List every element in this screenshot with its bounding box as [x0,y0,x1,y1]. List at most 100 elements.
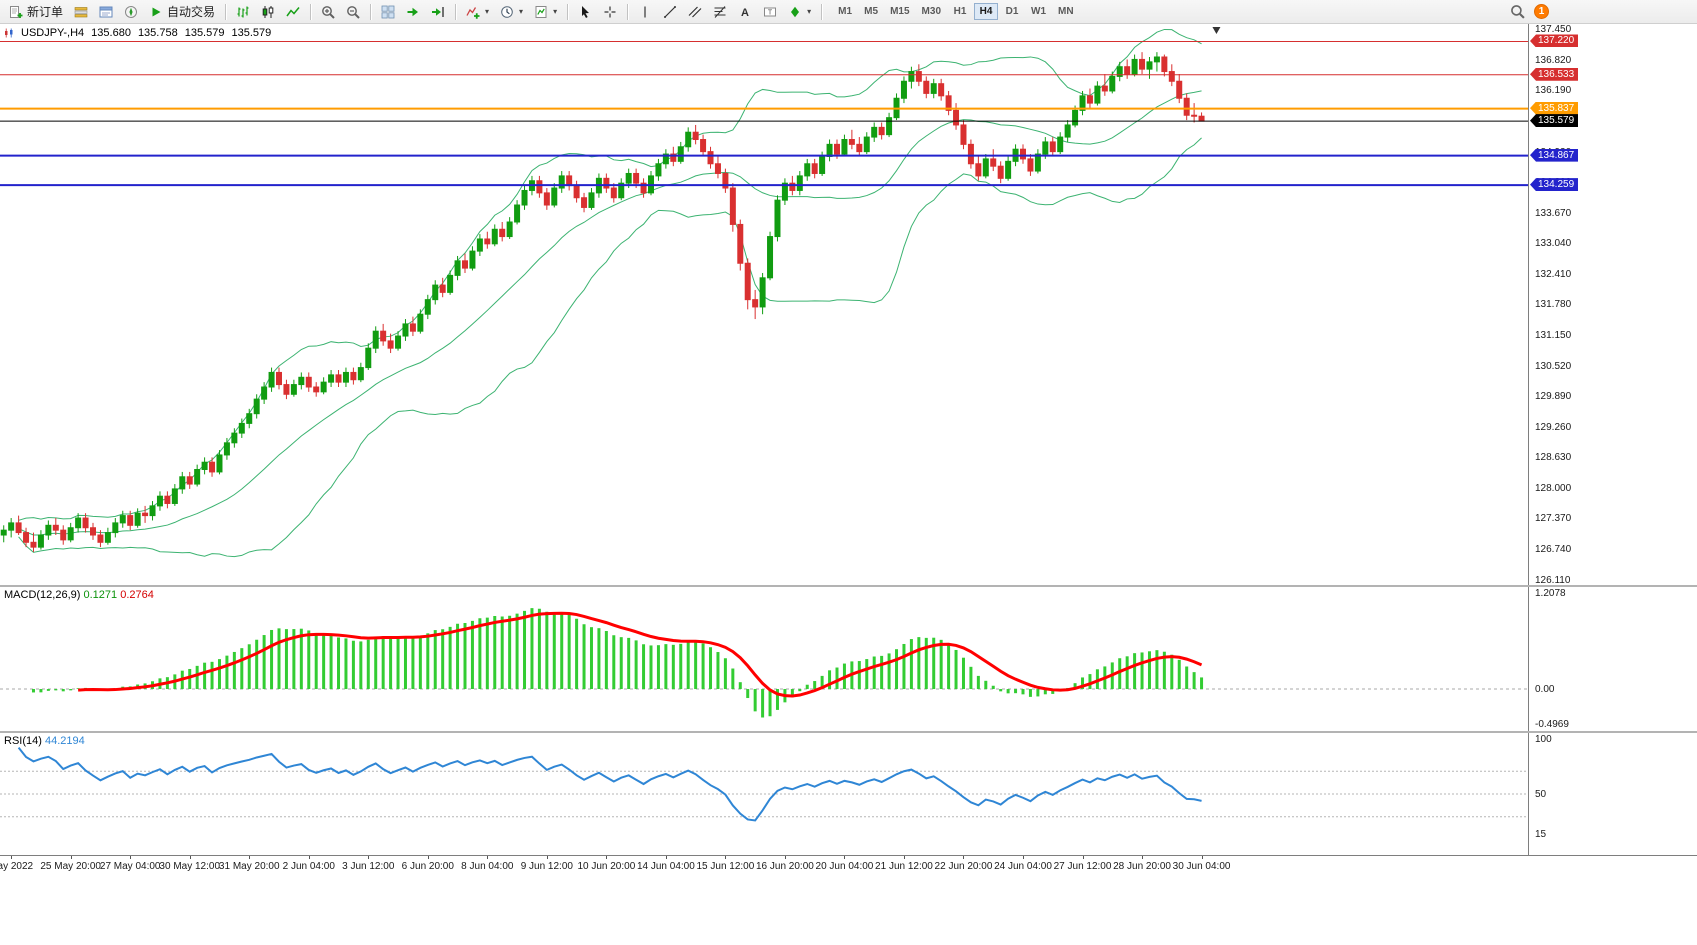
macd-chart[interactable] [0,587,1528,731]
candlestick-chart-button[interactable] [256,2,280,22]
indicators-button[interactable]: ▾ [461,2,494,22]
chart-shift-icon [432,6,445,17]
time-scale-label: 6 Jun 20:00 [401,861,454,872]
timeframe-button-mn[interactable]: MN [1053,3,1079,20]
price-scale-label: 137.450 [1535,24,1572,36]
macd-pane[interactable]: MACD(12,26,9) 0.1271 0.2764 1.2078 0.00 -0… [0,587,1697,731]
chart-shift-button[interactable] [426,2,450,22]
time-scale-label: 27 Jun 12:00 [1053,861,1112,872]
symbol-period: USDJPY-,H4 [21,27,85,39]
new-order-label: 新订单 [27,5,64,19]
time-tick [130,856,132,859]
time-scale-label: 25 May 20:00 [40,861,101,872]
time-tick [725,856,727,859]
price-scale-label: 133.040 [1535,238,1572,250]
text-tool-button[interactable]: A [733,2,757,22]
market-watch-button[interactable] [69,2,93,22]
macd-axis[interactable]: 1.2078 0.00 -0.4969 [1528,587,1697,731]
bar-chart-button[interactable] [231,2,255,22]
autotrade-button[interactable]: 自动交易 [144,2,220,22]
time-tick [487,856,489,859]
market-watch-icon [74,6,88,17]
templates-button[interactable]: ▾ [529,2,562,22]
ohlc-high: 135.758 [137,27,178,39]
macd-main-value: 0.1271 [83,589,118,601]
navigator-button[interactable] [119,2,143,22]
price-axis[interactable]: 137.450136.820136.190135.560134.930134.3… [1528,24,1697,585]
time-scale-label: 30 Jun 04:00 [1172,861,1231,872]
time-scale-label: 27 May 04:00 [99,861,161,872]
time-tick [189,856,191,859]
auto-scroll-button[interactable] [401,2,425,22]
rsi-chart[interactable] [0,733,1528,855]
ohlc-low: 135.579 [184,27,225,39]
line-chart-button[interactable] [281,2,305,22]
price-chart-pane[interactable]: USDJPY-,H4 135.680 135.758 135.579 135.5… [0,24,1697,585]
time-scale-label: 24 Jun 04:00 [994,861,1052,872]
pane-separator[interactable] [0,585,1697,587]
zoom-out-button[interactable] [341,2,365,22]
ohlc-close: 135.579 [231,27,272,39]
time-tick [1201,856,1203,859]
rsi-scale-label: 15 [1535,828,1547,840]
crosshair-button[interactable] [598,2,622,22]
data-window-button[interactable] [94,2,118,22]
channel-tool-button[interactable] [683,2,707,22]
price-scale-label: 126.110 [1535,574,1571,585]
time-scale-label: 3 Jun 12:00 [342,861,395,872]
pane-separator[interactable] [0,731,1697,733]
time-scale-label: 20 Jun 04:00 [815,861,874,872]
chart-icon [5,28,13,38]
text-label-tool-button[interactable]: T [758,2,782,22]
timeframe-button-m5[interactable]: M5 [859,3,883,20]
price-level-tag: 134.867 [1530,148,1579,162]
price-level-tag: 135.579 [1530,114,1579,128]
time-tick [963,856,965,859]
timeframe-button-d1[interactable]: D1 [1000,3,1024,20]
notification-badge[interactable]: 1 [1534,4,1549,19]
tile-windows-button[interactable] [376,2,400,22]
time-tick [70,856,72,859]
periods-button[interactable]: ▾ [495,2,528,22]
arrows-tool-button[interactable]: ▾ [783,2,816,22]
timeframe-button-h1[interactable]: H1 [948,3,972,20]
time-scale-label: 2 Jun 04:00 [282,861,335,872]
macd-scale-label: -0.4969 [1535,719,1569,730]
dropdown-caret-icon: ▾ [485,7,490,16]
macd-title: MACD(12,26,9) [4,589,81,601]
time-tick [546,856,548,859]
time-scale-label: 21 Jun 12:00 [875,861,933,872]
fibonacci-tool-button[interactable] [708,2,732,22]
vertical-line-tool-button[interactable] [633,2,657,22]
toolbar-separator [567,3,569,20]
trendline-tool-button[interactable] [658,2,682,22]
price-scale-label: 127.370 [1535,513,1572,525]
timeframe-button-m15[interactable]: M15 [885,3,914,20]
rsi-label: RSI(14) 44.2194 [4,735,85,747]
time-tick [368,856,370,859]
timeframe-button-m1[interactable]: M1 [833,3,857,20]
rsi-axis[interactable]: 100 50 15 [1528,733,1697,855]
timeframe-button-m30[interactable]: M30 [917,3,946,20]
new-order-button[interactable]: 新订单 [4,2,68,22]
timeframe-button-w1[interactable]: W1 [1026,3,1051,20]
dropdown-caret-icon: ▾ [553,7,558,16]
timeframe-button-h4[interactable]: H4 [974,3,998,20]
time-tick [1023,856,1024,859]
search-icon[interactable] [1510,4,1525,19]
macd-scale-label: 1.2078 [1535,588,1566,599]
candlestick-chart-icon [262,5,274,18]
price-scale-label: 128.630 [1535,452,1572,464]
main-chart[interactable] [0,24,1528,585]
time-tick [308,856,310,859]
rsi-value: 44.2194 [44,735,85,747]
zoom-in-button[interactable] [316,2,340,22]
rsi-pane[interactable]: RSI(14) 44.2194 100 50 15 [0,733,1697,855]
price-scale-label: 136.190 [1535,85,1572,97]
time-tick [1082,856,1084,859]
cursor-button[interactable] [573,2,597,22]
dropdown-caret-icon: ▾ [807,7,812,16]
time-scale-label: 16 Jun 20:00 [755,861,814,872]
time-scale-label: 9 Jun 12:00 [520,861,573,872]
